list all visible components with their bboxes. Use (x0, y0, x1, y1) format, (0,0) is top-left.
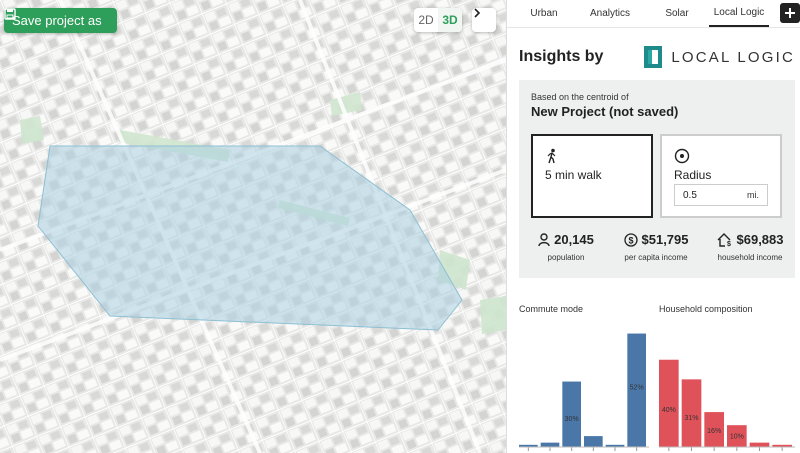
project-name: New Project (not saved) (531, 104, 679, 119)
household-bar-4[interactable] (749, 442, 770, 447)
tab-solar[interactable]: Solar (665, 8, 689, 19)
radius-value: 0.5 (683, 189, 697, 201)
walking-person-icon (547, 148, 556, 164)
household-bar-5[interactable] (772, 444, 792, 447)
collapse-panel-button[interactable] (472, 8, 496, 32)
household-composition-chart: 40% 31% 16% 10% (659, 359, 795, 451)
insights-header: Insights by LOCAL LOGIC (519, 40, 795, 74)
stat-household-income: $ $69,883 household income (705, 232, 795, 262)
insights-card: Based on the centroid of New Project (no… (519, 80, 795, 278)
view-3d-option[interactable]: 3D (438, 8, 462, 32)
tab-analytics[interactable]: Analytics (589, 8, 630, 19)
commute-bar-0[interactable] (519, 444, 538, 447)
household-label-1: 31% (684, 415, 698, 422)
household-label-2: 16% (707, 428, 721, 435)
household-income-label: household income (717, 253, 783, 262)
walk-mode-option[interactable]: 5 min walk (531, 134, 653, 218)
save-project-button[interactable]: Save project as (4, 8, 117, 33)
save-icon (4, 8, 16, 20)
walk-catchment-area (37, 145, 463, 331)
basis-label: Based on the centroid of (531, 92, 629, 102)
stat-population: 20,145 population (521, 232, 611, 262)
svg-text:$: $ (727, 241, 731, 247)
tab-local-logic[interactable]: Local Logic (709, 0, 769, 27)
add-tab-button[interactable] (780, 3, 800, 23)
per-capita-income-label: per capita income (624, 253, 688, 262)
commute-label-2: 30% (565, 416, 579, 423)
local-logic-logo-icon (644, 46, 663, 68)
radius-mode-option[interactable]: Radius 0.5 mi. (660, 134, 782, 218)
radius-unit: mi. (747, 190, 759, 200)
dollar-icon: $ (623, 232, 638, 247)
household-bar-3[interactable] (727, 425, 747, 447)
local-logic-logo-text: LOCAL LOGIC (671, 48, 795, 66)
commute-bar-4[interactable] (605, 444, 625, 447)
population-value: 20,145 (554, 232, 594, 247)
household-income-value: $69,883 (736, 232, 784, 247)
person-icon (538, 232, 550, 246)
plus-icon (785, 8, 795, 18)
svg-text:$: $ (628, 235, 633, 245)
commute-chart-title: Commute mode (519, 304, 584, 314)
commute-label-5: 52% (630, 385, 644, 392)
house-dollar-icon: $ (717, 232, 731, 247)
view-mode-toggle[interactable]: 2D 3D (414, 8, 462, 32)
insights-title: Insights by (519, 48, 604, 65)
per-capita-income-value: $51,795 (641, 232, 689, 247)
household-bar-1[interactable] (681, 379, 702, 447)
household-label-0: 40% (662, 407, 676, 414)
save-project-label: Save project as (12, 13, 102, 28)
panel-tabs: Urban Analytics Solar Local Logic (507, 0, 800, 28)
household-bar-0[interactable] (659, 359, 679, 447)
map-canvas[interactable] (0, 0, 506, 453)
household-chart-title: Household composition (659, 304, 753, 314)
map-view[interactable]: Save project as 2D 3D (0, 0, 506, 453)
local-logic-logo: LOCAL LOGIC (643, 45, 795, 69)
radius-mode-label: Radius (674, 168, 712, 182)
stat-per-capita-income: $ $51,795 per capita income (611, 232, 701, 262)
commute-bar-5[interactable] (627, 333, 646, 447)
tab-urban[interactable]: Urban (530, 8, 558, 19)
population-label: population (547, 253, 585, 262)
insights-panel: Urban Analytics Solar Local Logic Insigh… (506, 0, 800, 453)
household-bar-2[interactable] (704, 412, 724, 447)
view-2d-option[interactable]: 2D (418, 13, 434, 27)
commute-bar-1[interactable] (540, 442, 560, 447)
walk-mode-label: 5 min walk (545, 168, 602, 182)
commute-bar-2[interactable] (562, 381, 581, 447)
commute-mode-chart: 30% 52% (519, 333, 649, 451)
radius-input[interactable]: 0.5 mi. (674, 184, 768, 206)
commute-bar-3[interactable] (584, 436, 603, 447)
target-icon (674, 148, 690, 164)
household-label-3: 10% (730, 433, 744, 440)
chevron-right-icon (474, 8, 481, 18)
